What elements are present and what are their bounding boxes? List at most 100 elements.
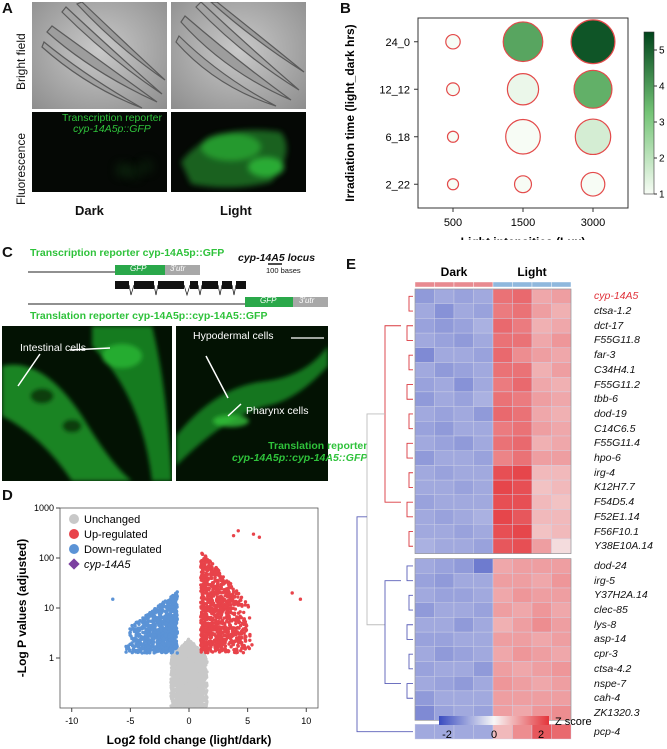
- point-up: [232, 648, 236, 652]
- point-unchanged: [198, 680, 202, 685]
- point-down: [175, 617, 179, 621]
- point-down: [137, 632, 142, 637]
- heatmap-cell: [512, 391, 533, 407]
- heatmap-cell: [492, 391, 513, 407]
- x-tick-label: 5: [245, 716, 250, 726]
- heatmap-cell: [473, 494, 494, 510]
- point-up: [238, 598, 243, 602]
- point-down: [139, 646, 143, 650]
- heatmap-cell: [414, 690, 435, 706]
- point-down: [124, 644, 128, 649]
- gene-label: Y38E10A.14: [594, 540, 653, 553]
- heatmap-cell: [531, 494, 552, 510]
- point-down: [135, 638, 139, 642]
- heatmap-cell: [473, 435, 494, 451]
- heatmap-cell: [531, 479, 552, 496]
- point-up: [236, 591, 241, 596]
- point-up: [226, 649, 231, 653]
- heatmap-cell: [473, 538, 494, 554]
- heatmap-cell: [473, 347, 494, 363]
- point-up: [200, 552, 205, 557]
- point-down: [169, 605, 174, 609]
- heatmap-cell: [551, 509, 572, 525]
- point-up: [247, 616, 252, 620]
- locus-label: cyp-14A5 locus: [238, 252, 316, 264]
- gene-label: F56F10.1: [594, 525, 639, 538]
- point-unchanged: [197, 660, 202, 664]
- y-tick-label: 6_18: [386, 132, 410, 144]
- point-unchanged: [193, 697, 197, 701]
- heatmap-cell: [551, 406, 572, 422]
- point-up: [235, 625, 240, 630]
- bubble-chart: 500 1500 3000 2_22 6_18 12_12 24_0 Light intens…: [343, 17, 665, 240]
- heatmap-cell: [453, 617, 474, 633]
- point-down: [140, 651, 144, 655]
- point-unchanged: [170, 658, 174, 663]
- group-bar: [492, 281, 513, 288]
- legend-label: Down-regulated: [84, 544, 162, 556]
- heatmap-cell: [434, 318, 455, 334]
- heatmap-cell: [414, 435, 435, 451]
- heatmap-cell: [512, 676, 533, 692]
- heatmap-cell: [531, 524, 552, 540]
- heatmap-cell: [453, 303, 474, 319]
- fluorescence-dark-image: [32, 112, 167, 192]
- point-up: [226, 594, 231, 599]
- heatmap-cell: [512, 288, 533, 304]
- row-label-bright-field: Bright field: [14, 33, 28, 90]
- point-up: [244, 629, 248, 633]
- point-up: [199, 565, 203, 569]
- point-up: [213, 575, 217, 580]
- panel-label-a: A: [2, 0, 13, 17]
- bubble: [570, 19, 616, 65]
- heatmap-cell: [551, 362, 572, 378]
- heatmap-cell: [453, 524, 474, 540]
- heatmap-cell: [414, 558, 435, 574]
- point-down: [135, 649, 139, 653]
- point-up: [200, 620, 204, 624]
- point-up: [228, 602, 232, 606]
- point-unchanged: [183, 697, 187, 701]
- point-unchanged: [202, 697, 206, 701]
- point-unchanged: [195, 683, 199, 688]
- heatmap-cell: [453, 362, 474, 378]
- heatmap-cell: [473, 479, 494, 496]
- point-down: [166, 643, 171, 647]
- point-down: [175, 605, 179, 609]
- point-down: [165, 604, 169, 608]
- point-up: [226, 608, 230, 612]
- point-unchanged: [176, 661, 180, 665]
- point-unchanged: [205, 683, 209, 688]
- point-up: [208, 634, 213, 639]
- point-up: [203, 628, 208, 632]
- heatmap-cell: [551, 288, 572, 304]
- bubble: [573, 69, 613, 109]
- heatmap-cell: [414, 631, 435, 648]
- zscore-label: Z score: [555, 716, 592, 728]
- point-down: [173, 596, 178, 600]
- point-down: [156, 649, 161, 653]
- heatmap-cell: [512, 573, 533, 589]
- point-up: [238, 615, 243, 620]
- point-down: [169, 634, 173, 638]
- point-up: [234, 589, 239, 593]
- point-up: [243, 646, 247, 651]
- point-unchanged: [195, 646, 199, 650]
- bubble: [574, 118, 612, 156]
- x-tick-label: -10: [65, 716, 78, 726]
- heatmap-cell: [473, 406, 494, 422]
- point-unchanged: [197, 674, 201, 678]
- heatmap-cell: [531, 661, 552, 677]
- point-down: [165, 650, 169, 654]
- point-up: [247, 646, 252, 651]
- point-up: [201, 573, 205, 577]
- point-up: [217, 644, 221, 648]
- gene-label: hpo-6: [594, 452, 621, 465]
- point-unchanged: [178, 668, 182, 673]
- point-unchanged: [190, 672, 194, 677]
- heatmap-cell: [531, 303, 552, 319]
- fluorescence-light-image: [171, 112, 306, 192]
- point-unchanged: [181, 647, 185, 652]
- point-unchanged: [170, 655, 174, 659]
- heatmap-cell: [473, 631, 494, 648]
